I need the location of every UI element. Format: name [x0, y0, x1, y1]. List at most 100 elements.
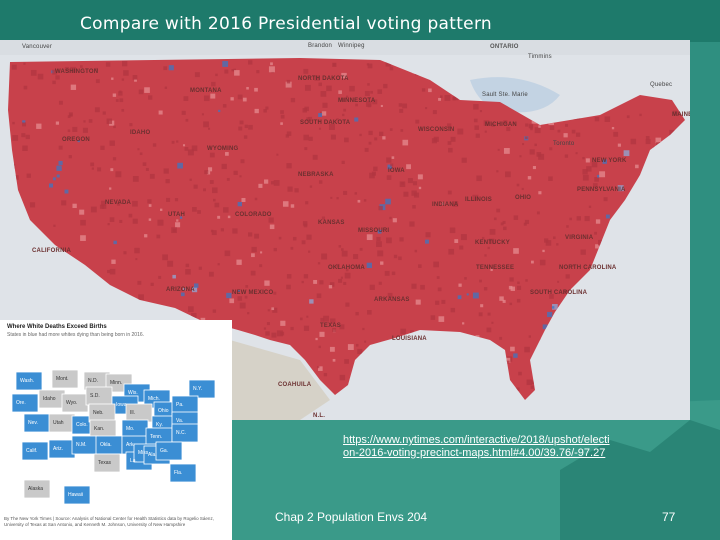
inset-state-label: La.: [130, 458, 137, 464]
map-label-sault-ste-marie: Sault Ste. Marie: [482, 92, 528, 98]
inset-state-label: Nev.: [28, 420, 38, 426]
inset-state-label: Okla.: [100, 442, 112, 448]
map-label-nebraska: NEBRASKA: [298, 172, 334, 178]
map-label-texas: TEXAS: [320, 323, 342, 329]
inset-state-label: Ark.: [126, 442, 135, 448]
map-label-winnipeg: Winnipeg: [338, 43, 365, 49]
map-label-maine: MAINE: [672, 112, 690, 118]
map-label-north-carolina: NORTH CAROLINA: [559, 265, 617, 271]
map-label-new-york: NEW YORK: [592, 158, 627, 164]
map-label-quebec: Quebec: [650, 82, 673, 88]
map-label-new-mexico: NEW MEXICO: [232, 290, 274, 296]
inset-state-label: Colo.: [76, 422, 88, 428]
inset-state-tile: [188, 379, 216, 399]
inset-state-label: Minn.: [110, 380, 123, 386]
map-label-toronto: Toronto: [553, 141, 575, 147]
map-label-indiana: INDIANA: [432, 202, 459, 208]
map-label-iowa: IOWA: [388, 168, 405, 174]
inset-state-label: Calif.: [26, 448, 38, 454]
inset-subtitle: States in blue had more whites dying tha…: [7, 332, 145, 338]
map-label-wisconsin: WISCONSIN: [418, 127, 455, 133]
inset-state-label: Neb.: [93, 410, 104, 416]
inset-state-label: Iowa: [116, 402, 127, 408]
map-label-north-dakota: NORTH DAKOTA: [298, 76, 349, 82]
inset-state-label: Fla.: [174, 470, 183, 476]
inset-state-tile: [21, 441, 49, 461]
map-label-south-carolina: SOUTH CAROLINA: [530, 290, 588, 296]
inset-state-label: Pa.: [176, 402, 184, 408]
map-label-california: CALIFORNIA: [32, 248, 71, 254]
map-label-kansas: KANSAS: [318, 220, 345, 226]
map-label-kentucky: KENTUCKY: [475, 240, 510, 246]
inset-source: By The New York Times | Source: Analysis…: [4, 516, 214, 527]
inset-state-label: Ga.: [160, 448, 169, 454]
map-label-brandon: Brandon: [308, 43, 333, 49]
inset-state-label: N.Y.: [193, 386, 203, 392]
page-number: 77: [662, 510, 676, 524]
inset-state-label: Ariz.: [53, 446, 63, 452]
inset-state-tile: [23, 479, 51, 499]
map-label-pennsylvania: PENNSYLVANIA: [577, 187, 626, 193]
inset-state-label: Alaska: [28, 486, 44, 492]
map-label-missouri: MISSOURI: [358, 228, 390, 234]
map-label-nevada: NEVADA: [105, 200, 132, 206]
map-label-colorado: COLORADO: [235, 212, 272, 218]
map-label-illinois: ILLINOIS: [465, 197, 492, 203]
inset-state-label: Ala.: [148, 452, 157, 458]
inset-state-label: Texas: [98, 460, 112, 466]
map-label-washington: WASHINGTON: [55, 69, 99, 75]
inset-state-label: Utah: [53, 420, 64, 426]
inset-state-label: S.D.: [90, 393, 100, 399]
inset-state-label: Hawaii: [68, 492, 84, 498]
map-label-minnesota: MINNESOTA: [338, 98, 376, 104]
inset-state-label: Wash.: [20, 378, 34, 384]
inset-state-label: Miss.: [138, 450, 150, 456]
map-label-idaho: IDAHO: [130, 130, 151, 136]
inset-state-label: Idaho: [43, 396, 56, 402]
nytimes-source-link[interactable]: https://www.nytimes.com/interactive/2018…: [343, 434, 610, 459]
inset-state-tile: [63, 485, 91, 505]
inset-state-tile: [11, 393, 39, 413]
white-deaths-inset-map: Where White Deaths Exceed Births States …: [0, 320, 232, 540]
inset-state-tile: [15, 371, 43, 391]
inset-state-label: Va.: [176, 418, 184, 424]
map-label-coahuila: COAHUILA: [278, 382, 312, 388]
slide-footer: Chap 2 Population Envs 204: [275, 510, 428, 524]
title-bar: [0, 0, 720, 42]
inset-state-label: Wyo.: [66, 400, 78, 406]
map-label-ohio: OHIO: [515, 195, 532, 201]
inset-state-label: N.M.: [76, 442, 87, 448]
inset-state-tiles: [11, 369, 216, 505]
map-label-virginia: VIRGINIA: [565, 235, 594, 241]
map-label-tennessee: TENNESSEE: [476, 265, 515, 271]
inset-state-tile: [93, 453, 121, 473]
map-label-michigan: MICHIGAN: [485, 122, 517, 128]
inset-state-label: Ky.: [156, 422, 163, 428]
map-label-timmins: Timmins: [528, 54, 552, 60]
map-label-n-l-: N.L.: [313, 413, 326, 419]
inset-state-label: Tenn.: [150, 434, 163, 440]
map-label-utah: UTAH: [168, 212, 186, 218]
map-label-vancouver: Vancouver: [22, 44, 53, 50]
inset-state-tile: [155, 441, 183, 461]
map-label-oklahoma: OKLAHOMA: [328, 265, 365, 271]
map-label-arkansas: ARKANSAS: [374, 297, 410, 303]
inset-state-label: Mich.: [148, 396, 160, 402]
inset-state-label: N.D.: [88, 378, 98, 384]
map-label-south-dakota: SOUTH DAKOTA: [300, 120, 351, 126]
inset-state-label: Ohio: [158, 408, 169, 414]
map-label-arizona: ARIZONA: [166, 287, 195, 293]
map-label-ontario: ONTARIO: [490, 44, 519, 50]
inset-title: Where White Deaths Exceed Births: [7, 324, 107, 330]
us-landmass: [8, 58, 685, 400]
inset-state-tile: [169, 463, 197, 483]
inset-state-label: Ill.: [130, 410, 135, 416]
inset-state-label: Wis.: [128, 390, 138, 396]
inset-state-label: Ore.: [16, 400, 26, 406]
map-label-wyoming: WYOMING: [207, 146, 239, 152]
inset-us-map: [11, 369, 216, 505]
slide-title: Compare with 2016 Presidential voting pa…: [80, 14, 493, 34]
inset-state-label: Mont.: [56, 376, 69, 382]
inset-state-tile: [51, 369, 79, 389]
map-label-montana: MONTANA: [190, 88, 222, 94]
